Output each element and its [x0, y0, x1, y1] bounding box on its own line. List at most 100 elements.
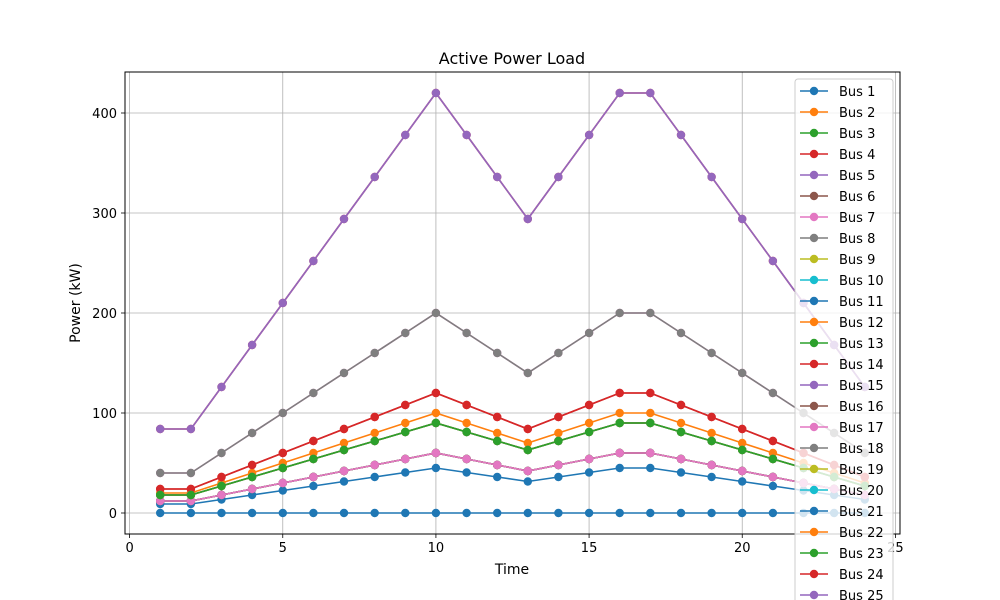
legend-label: Bus 22 — [839, 526, 884, 541]
data-point — [401, 418, 410, 428]
legend-label: Bus 3 — [839, 127, 875, 142]
legend-marker — [809, 485, 819, 495]
series-line — [160, 91, 866, 430]
series-line — [160, 312, 866, 474]
data-point — [217, 382, 226, 392]
data-point — [676, 468, 686, 477]
data-point — [186, 496, 196, 506]
data-point — [247, 340, 257, 350]
legend-label: Bus 20 — [839, 484, 884, 499]
series-bus-25 — [156, 88, 869, 434]
legend-item: Bus 22 — [800, 526, 884, 541]
legend-label: Bus 7 — [839, 211, 875, 226]
data-point — [401, 130, 410, 140]
data-point — [768, 448, 778, 458]
data-point — [738, 424, 747, 434]
legend-item: Bus 7 — [800, 211, 875, 226]
data-point — [186, 490, 196, 500]
y-tick-label: 100 — [92, 407, 117, 422]
data-point — [584, 418, 594, 428]
legend-item: Bus 20 — [800, 484, 884, 499]
data-point — [554, 348, 563, 358]
legend-label: Bus 9 — [839, 253, 875, 268]
data-point — [156, 468, 165, 478]
data-point — [339, 477, 349, 486]
legend-marker — [809, 380, 819, 390]
data-point — [554, 412, 563, 422]
legend-marker — [809, 128, 819, 138]
data-point — [646, 88, 655, 98]
data-point — [186, 508, 196, 518]
data-point — [768, 436, 778, 446]
series-line — [160, 467, 865, 505]
legend-marker — [809, 191, 819, 201]
data-point — [401, 508, 410, 518]
data-point — [615, 88, 624, 98]
data-point — [156, 484, 165, 494]
data-point — [615, 408, 624, 418]
data-point — [523, 214, 532, 224]
legend-marker — [809, 464, 819, 474]
data-point — [401, 328, 410, 338]
data-point — [370, 172, 379, 182]
legend-item: Bus 9 — [800, 253, 875, 268]
legend-marker — [809, 422, 819, 432]
legend-item: Bus 8 — [800, 232, 875, 247]
legend-item: Bus 5 — [800, 169, 875, 184]
data-point — [278, 298, 287, 308]
data-point — [768, 481, 778, 491]
data-point — [431, 463, 441, 473]
data-point — [309, 436, 318, 446]
data-point — [431, 388, 441, 398]
legend-label: Bus 10 — [839, 274, 884, 289]
data-point — [247, 472, 257, 482]
data-point — [768, 454, 778, 464]
data-point — [646, 463, 655, 473]
data-point — [156, 508, 165, 518]
legend-label: Bus 24 — [839, 568, 884, 583]
legend-marker — [809, 506, 819, 516]
data-point — [247, 460, 257, 470]
legend-label: Bus 11 — [839, 295, 884, 310]
legend-marker — [809, 212, 819, 222]
data-point — [247, 484, 257, 494]
data-point — [156, 490, 165, 500]
data-point — [738, 368, 747, 378]
legend-label: Bus 16 — [839, 400, 884, 415]
legend-item: Bus 21 — [800, 505, 884, 520]
data-point — [462, 418, 471, 428]
legend-label: Bus 14 — [839, 358, 884, 373]
data-point — [401, 454, 410, 464]
data-point — [646, 408, 655, 418]
data-point — [401, 400, 410, 410]
data-point — [278, 478, 287, 488]
data-point — [431, 448, 441, 458]
legend-marker — [809, 317, 819, 327]
legend-label: Bus 25 — [839, 589, 884, 600]
data-point — [309, 508, 318, 518]
data-point — [584, 130, 594, 140]
data-point — [554, 460, 563, 470]
legend-item: Bus 14 — [800, 358, 884, 373]
legend-item: Bus 11 — [800, 295, 884, 310]
series-line — [160, 422, 866, 496]
legend-item: Bus 1 — [800, 85, 875, 100]
data-point — [584, 400, 594, 410]
legend-item: Bus 10 — [800, 274, 884, 289]
series-line — [160, 392, 866, 490]
legend-marker — [809, 86, 819, 96]
legend-marker — [809, 170, 819, 180]
data-point — [401, 468, 410, 477]
data-point — [707, 436, 716, 446]
data-point — [584, 454, 594, 464]
data-point — [615, 463, 624, 473]
data-point — [339, 214, 349, 224]
data-point — [370, 428, 379, 438]
data-point — [646, 418, 655, 428]
legend-label: Bus 19 — [839, 463, 884, 478]
data-point — [584, 508, 594, 518]
data-point — [738, 438, 747, 448]
plot-area — [125, 72, 900, 534]
y-tick-label: 200 — [92, 307, 117, 322]
data-point — [247, 508, 257, 518]
